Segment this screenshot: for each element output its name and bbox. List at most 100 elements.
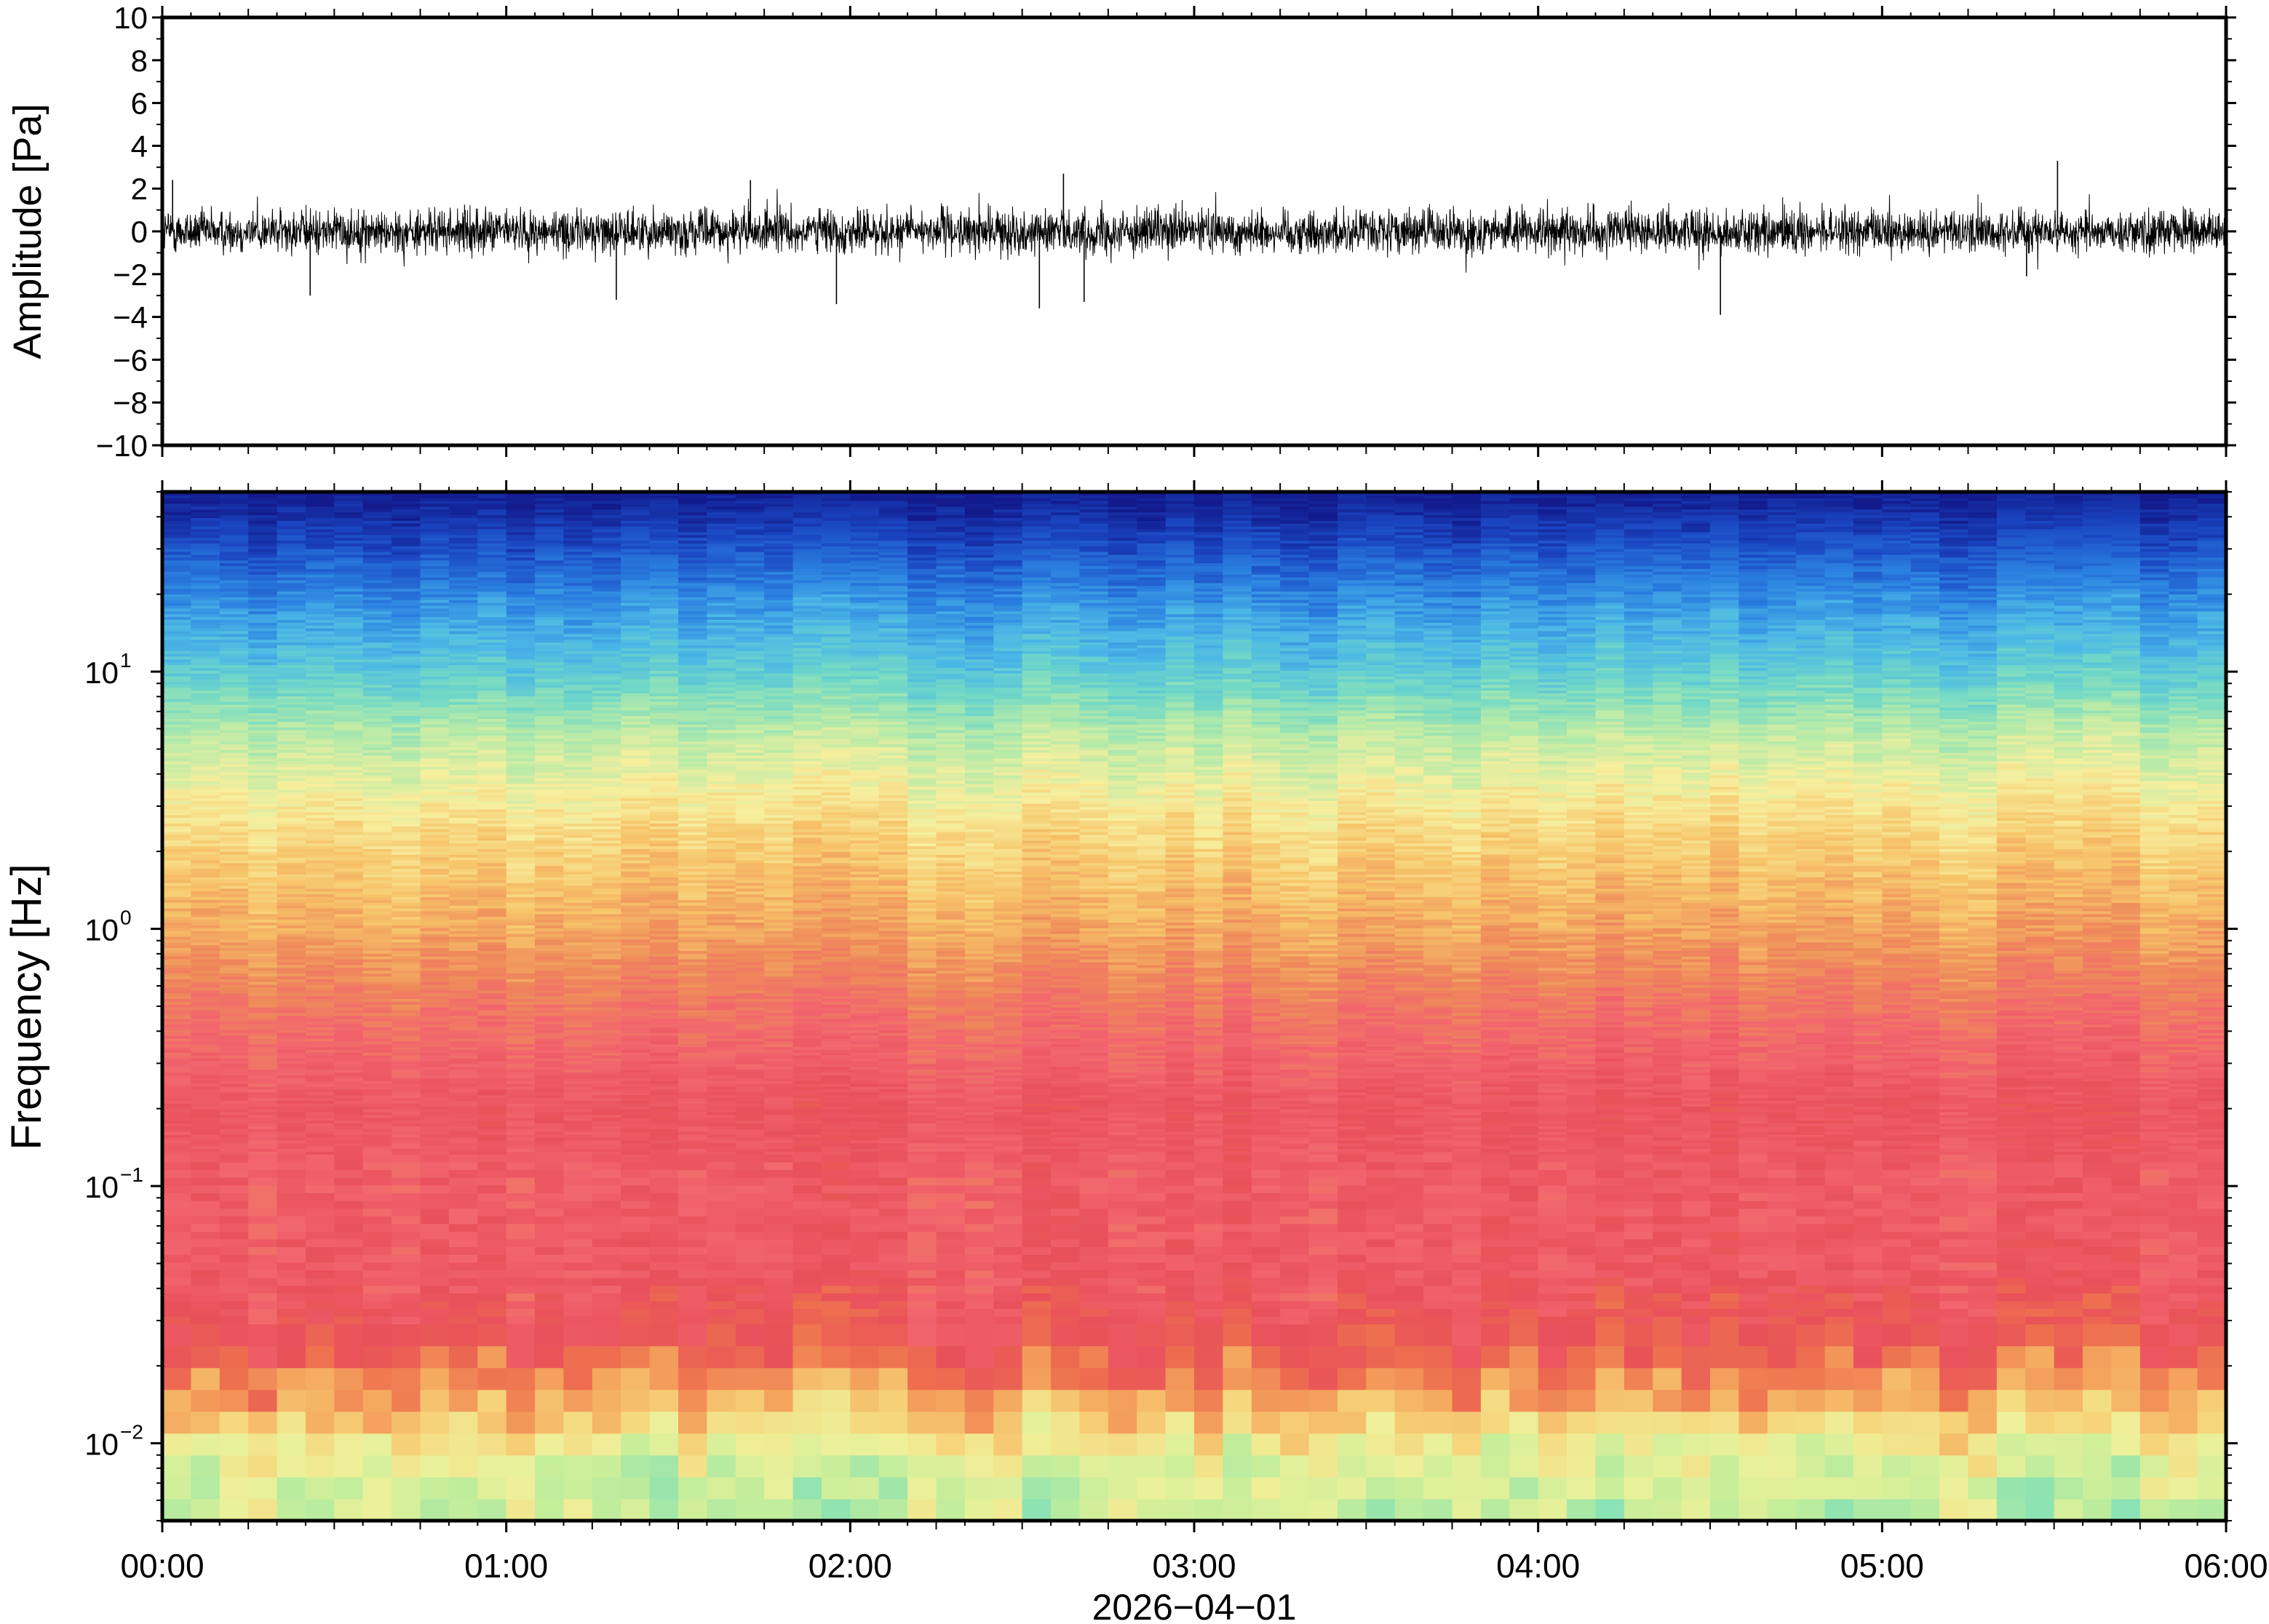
spectrogram-cell: [1509, 1324, 1539, 1347]
spectrogram-cell: [535, 1345, 565, 1369]
spectrogram-cell: [191, 1161, 220, 1171]
spectrogram-cell: [621, 1134, 651, 1138]
spectrogram-cell: [1538, 1161, 1567, 1171]
spectrogram-cell: [1022, 1088, 1052, 1093]
spectrogram-cell: [1681, 1072, 1711, 1075]
spectrogram-cell: [1423, 1060, 1453, 1064]
spectrogram-cell: [2083, 1134, 2113, 1138]
spectrogram-cell: [162, 1293, 191, 1302]
spectrogram-cell: [1079, 1300, 1109, 1309]
spectrogram-cell: [1394, 1055, 1424, 1059]
spectrogram-cell: [1710, 1094, 1739, 1099]
spectrogram-cell: [878, 1154, 908, 1163]
spectrogram-cell: [792, 1060, 822, 1064]
spectrogram-cell: [1423, 1454, 1453, 1478]
spectrogram-cell: [392, 1114, 421, 1118]
spectrogram-cell: [1910, 1100, 1940, 1104]
spectrogram-cell: [1480, 1285, 1510, 1294]
spectrogram-cell: [1079, 1120, 1109, 1124]
spectrogram-cell: [878, 1100, 908, 1104]
spectrogram-cell: [936, 1139, 966, 1144]
spectrogram-cell: [1280, 1088, 1310, 1093]
spectrogram-cell: [1624, 1324, 1653, 1347]
spectrogram-cell: [477, 1254, 507, 1263]
spectrogram-cell: [1308, 1111, 1338, 1115]
spectrogram-cell: [1509, 1137, 1539, 1141]
spectrogram-cell: [219, 1208, 249, 1217]
spectrogram-cell: [1681, 1100, 1711, 1104]
spectrogram-cell: [1767, 1097, 1797, 1101]
spectrogram-cell: [535, 1106, 565, 1110]
spectrogram-cell: [1910, 1060, 1940, 1064]
spectrogram-cell: [1308, 1476, 1338, 1500]
spectrogram-cell: [878, 1169, 908, 1178]
spectrogram-cell: [1165, 1075, 1195, 1078]
spectrogram-cell: [2139, 1126, 2169, 1129]
spectrogram-cell: [821, 1123, 851, 1126]
spectrogram-cell: [707, 1200, 736, 1209]
spectrogram-cell: [506, 1185, 536, 1193]
spectrogram-cell: [1165, 1134, 1195, 1138]
spectrogram-cell: [2111, 1498, 2141, 1521]
spectrogram-cell: [1538, 1389, 1567, 1412]
spectrogram-cell: [2111, 1117, 2141, 1121]
spectrogram-cell: [1882, 1411, 1912, 1434]
spectrogram-cell: [1137, 1324, 1167, 1347]
spectrogram-cell: [907, 1055, 937, 1059]
spectrogram-cell: [1280, 1454, 1310, 1478]
spectrogram-cell: [678, 1123, 707, 1126]
spectrogram-cell: [1767, 1151, 1797, 1155]
spectrogram-cell: [1394, 1111, 1424, 1115]
spectrogram-cell: [1366, 1151, 1396, 1155]
spectrogram-cell: [1337, 1088, 1367, 1093]
spectrogram-cell: [1710, 1069, 1739, 1073]
spectrogram-cell: [1796, 1078, 1826, 1081]
spectrogram-cell: [1538, 1300, 1567, 1309]
spectrogram-cell: [2139, 1117, 2169, 1121]
spectrogram-cell: [1796, 1169, 1826, 1178]
spectrogram-cell: [1452, 1078, 1482, 1081]
spectrogram-cell: [2139, 1151, 2169, 1155]
spectrogram-cell: [2169, 1114, 2198, 1118]
spectrogram-cell: [907, 1060, 937, 1064]
spectrogram-cell: [2169, 1433, 2198, 1456]
spectrogram-cell: [362, 1106, 392, 1110]
spectrogram-cell: [1165, 1151, 1195, 1155]
spectrogram-cell: [563, 1216, 593, 1225]
spectrogram-cell: [1653, 1277, 1682, 1286]
spectrogram-cell: [936, 1293, 966, 1302]
spectrogram-cell: [1366, 1216, 1396, 1225]
spectrogram-cell: [506, 1389, 536, 1412]
spectrogram-cell: [592, 1072, 621, 1075]
spectrogram-cell: [678, 1072, 707, 1075]
spectrogram-cell: [678, 1367, 707, 1390]
spectrogram-cell: [1251, 1345, 1281, 1369]
spectrogram-cell: [1595, 1433, 1625, 1456]
spectrogram-cell: [1137, 1246, 1167, 1255]
spectrogram-cell: [392, 1075, 421, 1078]
spectrogram-cell: [277, 1270, 306, 1278]
spectrogram-cell: [219, 1151, 249, 1155]
spectrogram-cell: [964, 1300, 994, 1309]
spectrogram-cell: [1882, 1134, 1912, 1138]
spectrogram-cell: [678, 1134, 707, 1138]
spectrogram-cell: [1738, 1111, 1768, 1115]
spectrogram-cell: [248, 1293, 278, 1302]
spectrogram-cell: [2083, 1433, 2113, 1456]
spectrogram-cell: [2197, 1114, 2226, 1118]
spectrogram-cell: [1194, 1454, 1223, 1478]
spectrogram-cell: [1624, 1154, 1653, 1163]
spectrogram-cell: [1108, 1106, 1137, 1110]
spectrogram-cell: [1108, 1103, 1137, 1107]
spectrogram-cell: [1710, 1185, 1739, 1193]
spectrogram-cell: [1394, 1154, 1424, 1163]
spectrogram-cell: [1824, 1111, 1854, 1115]
spectrogram-cell: [964, 1161, 994, 1171]
spectrogram-cell: [162, 1238, 191, 1248]
spectrogram-cell: [936, 1277, 966, 1286]
spectrogram-cell: [1452, 1315, 1482, 1325]
spectrogram-cell: [2111, 1072, 2141, 1075]
spectrogram-cell: [878, 1345, 908, 1369]
spectrogram-cell: [1194, 1120, 1223, 1124]
